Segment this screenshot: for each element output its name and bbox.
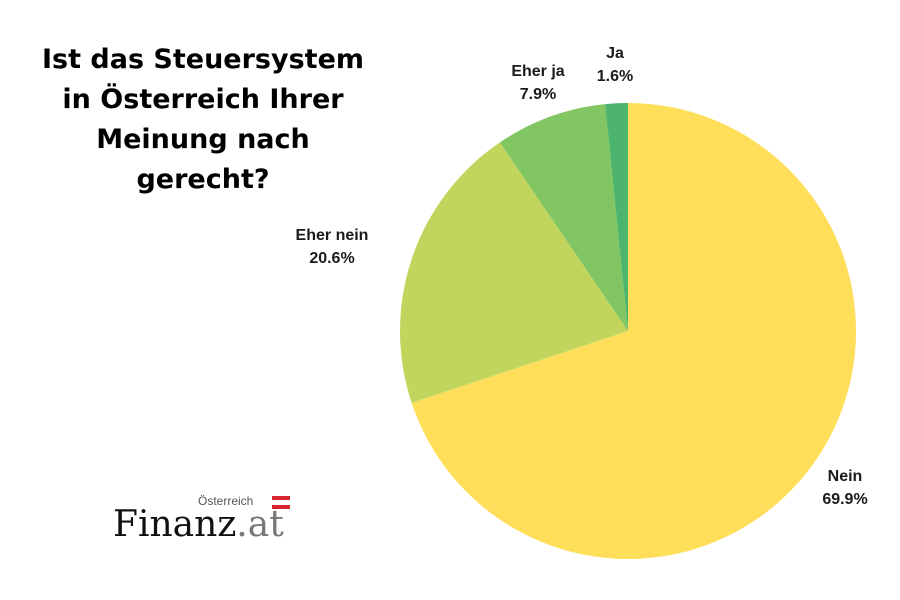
- logo-country-text: Österreich: [198, 494, 254, 508]
- pie-slice-nein: [411, 103, 857, 559]
- flag-stripe-bottom: [272, 504, 290, 509]
- logo-tld: .at: [236, 504, 284, 545]
- slice-label-eher-ja: Eher ja: [511, 63, 564, 80]
- slice-value-eher-ja: 7.9%: [520, 86, 556, 103]
- slice-value-ja: 1.6%: [597, 68, 633, 85]
- flag-stripe-middle: [272, 500, 290, 505]
- slice-label-nein: Nein: [828, 468, 863, 485]
- flag-stripe-top: [272, 496, 290, 501]
- slice-label-ja: Ja: [606, 45, 624, 62]
- chart-title-line-4: gerecht?: [136, 164, 270, 195]
- pie-slice-ja: [605, 103, 628, 331]
- chart-title-line-2: in Österreich Ihrer: [62, 84, 344, 115]
- logo-name: Finanz: [113, 504, 237, 545]
- slice-value-nein: 69.9%: [822, 491, 867, 508]
- pie-slice-eher-ja: [499, 104, 628, 332]
- slice-label-eher-nein: Eher nein: [296, 227, 369, 244]
- slice-value-eher-nein: 20.6%: [309, 250, 354, 267]
- austria-flag-icon: [272, 496, 290, 509]
- pie-slice-eher-nein: [400, 142, 628, 403]
- chart-title: Ist das Steuersystem in Österreich Ihrer…: [28, 40, 378, 200]
- chart-title-line-3: Meinung nach: [96, 124, 310, 155]
- finanz-at-logo: Österreich Finanz.at: [113, 494, 313, 550]
- logo-wordmark: Finanz.at: [113, 504, 284, 545]
- chart-title-line-1: Ist das Steuersystem: [41, 44, 365, 75]
